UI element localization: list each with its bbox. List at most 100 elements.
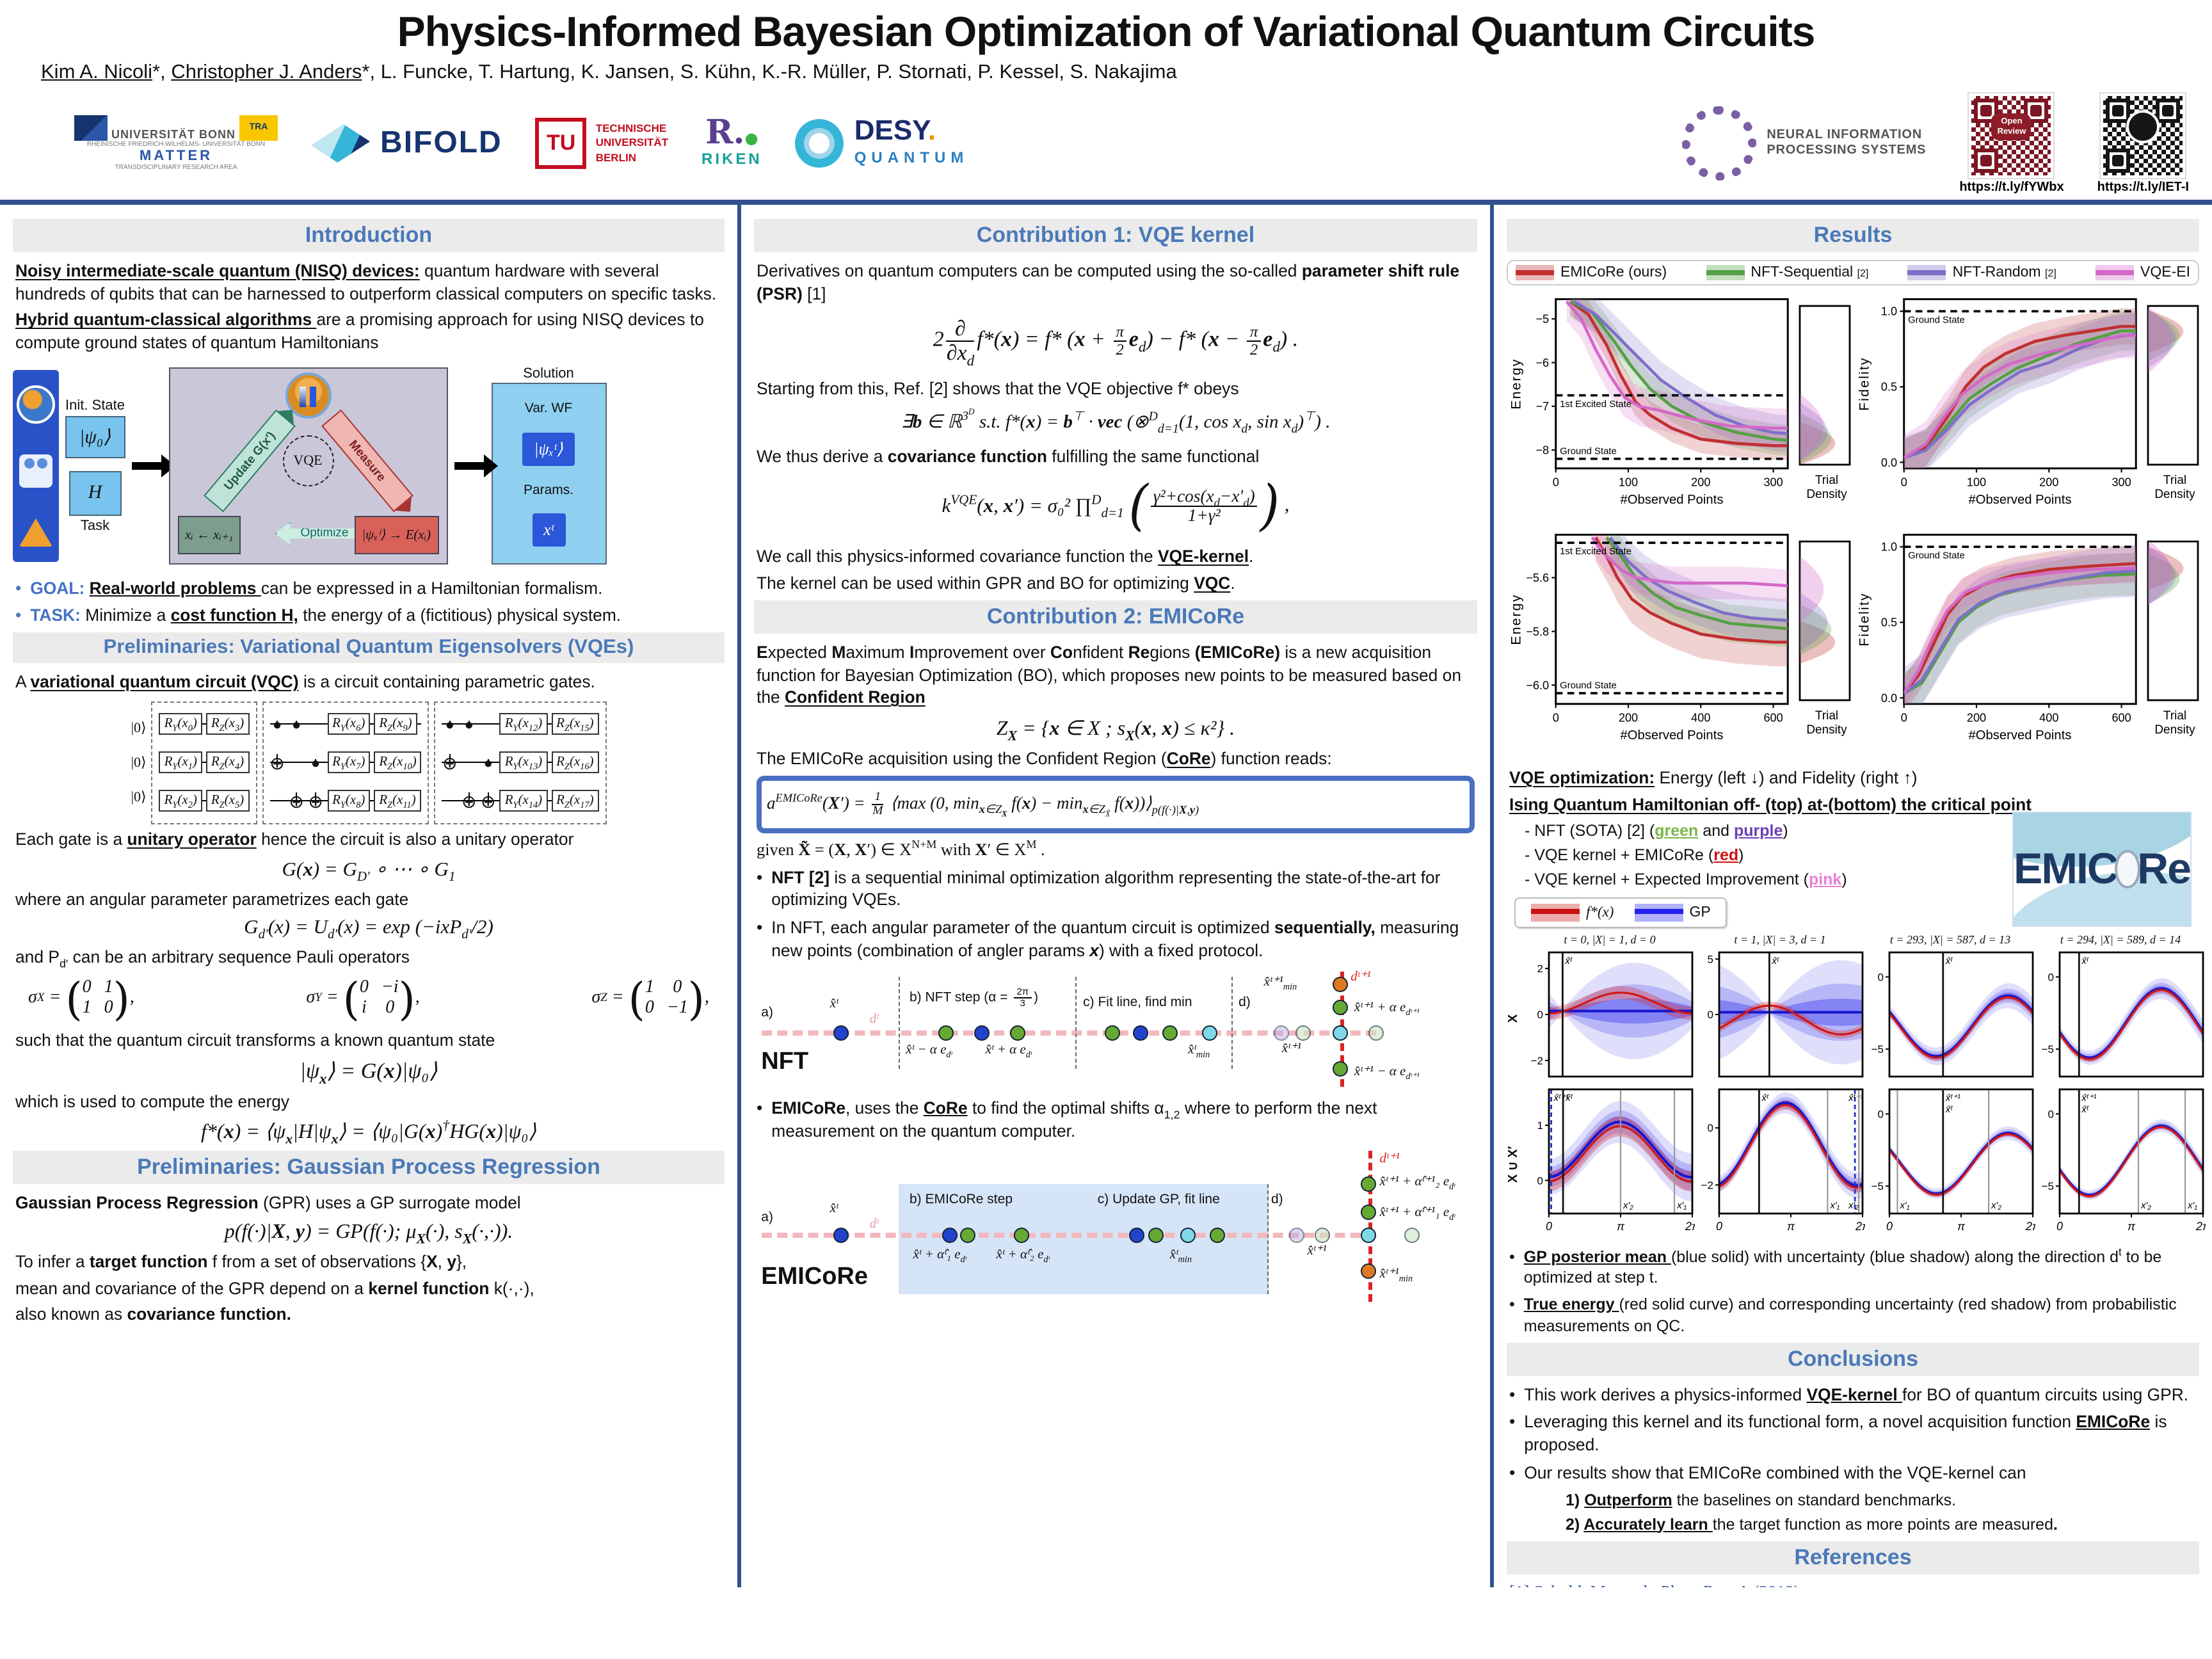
- svg-text:0: 0: [1716, 1219, 1722, 1232]
- page-title: Physics-Informed Bayesian Optimization o…: [397, 8, 1816, 55]
- svg-text:x̂ᵗ⁺¹: x̂ᵗ⁺¹: [2081, 1092, 2096, 1103]
- task-bullet: • TASK: Minimize a cost function H, the e…: [15, 605, 621, 625]
- init-state-label: Init. State: [65, 397, 125, 413]
- emicore-sphere-icon: [2115, 850, 2140, 889]
- svg-text:0: 0: [1708, 1121, 1713, 1134]
- github-cat-icon: [2126, 110, 2160, 144]
- svg-text:0: 0: [1546, 1219, 1552, 1232]
- svg-text:2π: 2π: [2025, 1219, 2035, 1232]
- svg-text:0: 0: [1537, 1174, 1543, 1187]
- svg-text:200: 200: [1619, 712, 1638, 725]
- svg-text:x′₂: x′₂: [2140, 1199, 2151, 1210]
- svg-text:2π: 2π: [1855, 1219, 1865, 1232]
- energy-line: which is used to compute the energy: [15, 1091, 290, 1111]
- svg-text:−6.0: −6.0: [1526, 679, 1549, 692]
- gp-title-1: t = 0, |X| = 1, d = 0: [1564, 933, 1656, 946]
- svg-text:π: π: [1957, 1219, 1966, 1232]
- globe-icon: [17, 385, 55, 424]
- c2-p1: Expected Maximum Improvement over Confid…: [757, 642, 1462, 707]
- svg-text:Fidelity: Fidelity: [1856, 592, 1871, 646]
- gp-row2-ylabel: X ∪ X′: [1507, 1145, 1521, 1182]
- equation-psi: |ψx⟩ = G(x)|ψ₀⟩: [300, 1058, 438, 1087]
- svg-text:Density: Density: [2154, 723, 2195, 737]
- svg-text:x̂ᵗ: x̂ᵗ: [1761, 1092, 1769, 1103]
- svg-text:x̂ᵗ⁺¹: x̂ᵗ⁺¹: [1553, 1092, 1569, 1103]
- svg-text:−5: −5: [1871, 1043, 1884, 1055]
- update-arrow: Update G(x′): [203, 409, 295, 512]
- equation-G: G(x) = GD′ ∘ ⋯ ∘ G1: [282, 858, 456, 885]
- svg-text:1st Excited State: 1st Excited State: [1560, 399, 1631, 410]
- tra-gold-icon: TRA: [239, 115, 278, 141]
- task-label: Task: [80, 518, 110, 534]
- svg-text:0: 0: [1878, 971, 1884, 983]
- qr-github-url: https://t.ly/IET-I: [2097, 180, 2189, 194]
- gp-plot: x̂ᵗ 0 −5: [1865, 949, 2035, 1086]
- nft-protocol-diagram: a) x̂ᵗ dᵗ b) NFT step (α = 2π 3) x̂ᵗ − α …: [754, 970, 1477, 1093]
- gpr-p2: To infer a target function f from a set …: [15, 1251, 467, 1271]
- svg-text:400: 400: [1691, 712, 1710, 725]
- svg-text:1st Excited State: 1st Excited State: [1560, 546, 1631, 557]
- svg-text:0: 0: [1901, 476, 1907, 489]
- c1-p1: Derivatives on quantum computers can be …: [757, 261, 1460, 303]
- neurips-swirl-icon: [1682, 106, 1757, 180]
- authors-line: Kim A. Nicoli*, Christopher J. Anders*, …: [41, 61, 1177, 83]
- hamiltonian-box: H: [68, 470, 122, 516]
- equation-vqe-objective: ∃b ∈ ℝ3D s.t. f*(x) = b⊤ · vec (⊗Dd=1(1,…: [901, 408, 1331, 437]
- svg-text:Fidelity: Fidelity: [1856, 357, 1871, 411]
- svg-text:0.5: 0.5: [1881, 381, 1897, 394]
- gp-plot: x̂ᵗ x′₁ x̂ᵗ⁺¹ x′₂ 0 −2 0 π 2π: [1695, 1086, 1870, 1241]
- tu-berlin-logo: TU TECHNISCHE UNIVERSITÄT BERLIN: [535, 118, 668, 169]
- gpr-p1: Gaussian Process Regression (GPR) uses a…: [15, 1193, 521, 1213]
- results-caption-1: VQE optimization: Energy (left ↓) and Fi…: [1509, 768, 1918, 787]
- gp-plot: x̂ᵗ 0 −5: [2035, 949, 2206, 1086]
- conclusion-1: • This work derives a physics-informed VQ…: [1509, 1384, 2189, 1404]
- desy-logo: DESY. QUANTUM: [795, 116, 969, 169]
- gp-bullet-2: • True energy (red solid curve) and corre…: [1509, 1295, 2177, 1335]
- nft-direction-line: [761, 1030, 1376, 1036]
- flow-arrow-icon: [454, 454, 498, 477]
- svg-text:200: 200: [1691, 476, 1710, 489]
- uni-bonn-mark-icon: [74, 115, 108, 141]
- qr-openreview-icon: Open Review: [1968, 92, 2055, 179]
- svg-text:Energy: Energy: [1508, 593, 1523, 645]
- svg-text:x̂ᵗ: x̂ᵗ: [1564, 955, 1573, 966]
- gp-plot: x̂ᵗ 5 0: [1695, 949, 1865, 1086]
- heading-references: References: [1507, 1541, 2199, 1575]
- reference-1-link[interactable]: [1] Schuld, M., et al., Phys. Rev. A (20…: [1509, 1582, 2199, 1587]
- header: Physics-Informed Bayesian Optimization o…: [0, 0, 2212, 197]
- svg-text:100: 100: [1967, 476, 1986, 489]
- svg-text:x̂ᵗ: x̂ᵗ: [1565, 1092, 1573, 1103]
- svg-text:0: 0: [1553, 476, 1559, 489]
- equation-vqe-kernel: kVQE(x, x′) = σ₀² ∏Dd=1 (γ²+cos(xd−x′d) 1…: [942, 475, 1290, 539]
- emicore-bullet: • EMICoRe, uses the CoRe to find the opti…: [757, 1098, 1377, 1141]
- gp-plot: x̂ᵗ 2 0 −2: [1525, 949, 1695, 1086]
- c1-p2: Starting from this, Ref. [2] shows that …: [757, 379, 1239, 399]
- qr-github: https://t.ly/IET-I: [2097, 92, 2189, 194]
- svg-text:#Observed Points: #Observed Points: [1968, 493, 2071, 507]
- nft-bullet-2: • In NFT, each angular parameter of the q…: [757, 918, 1459, 960]
- svg-text:0: 0: [1886, 1219, 1893, 1232]
- bifold-logo: BIFOLD: [311, 124, 502, 163]
- nft-bullet-1: • NFT [2] is a sequential minimal optimiz…: [757, 867, 1441, 910]
- svg-text:−2: −2: [1701, 1179, 1713, 1191]
- svg-text:Density: Density: [2154, 488, 2195, 501]
- logo-row: UNIVERSITÄT BONN TRA RHEINISCHE FRIEDRICH…: [74, 90, 2189, 197]
- svg-text:#Observed Points: #Observed Points: [1968, 728, 2071, 742]
- conclusion-item-2: 2) Accurately learn the target function …: [1566, 1515, 2058, 1533]
- measure-arrow: Measure: [321, 409, 413, 512]
- svg-text:1.0: 1.0: [1881, 305, 1897, 318]
- svg-text:x̂ᵗ: x̂ᵗ: [1945, 955, 1953, 966]
- svg-text:π: π: [1617, 1219, 1625, 1232]
- conclusion-2: • Leveraging this kernel and its function…: [1509, 1412, 2167, 1454]
- svg-text:−2: −2: [1531, 1054, 1543, 1066]
- svg-text:x̂ᵗ: x̂ᵗ: [1771, 955, 1779, 966]
- gp-title-4: t = 294, |X| = 589, d = 14: [2060, 933, 2181, 946]
- fidelity-at-critical-chart: Ground State 1.0 0.5 0.0 0 200 400 600 #Observed…: [1855, 526, 2203, 762]
- svg-text:5: 5: [1708, 953, 1713, 965]
- heading-prelim-gpr: Preliminaries: Gaussian Process Regressi…: [13, 1151, 725, 1185]
- gp-row1-ylabel: X: [1507, 1013, 1521, 1022]
